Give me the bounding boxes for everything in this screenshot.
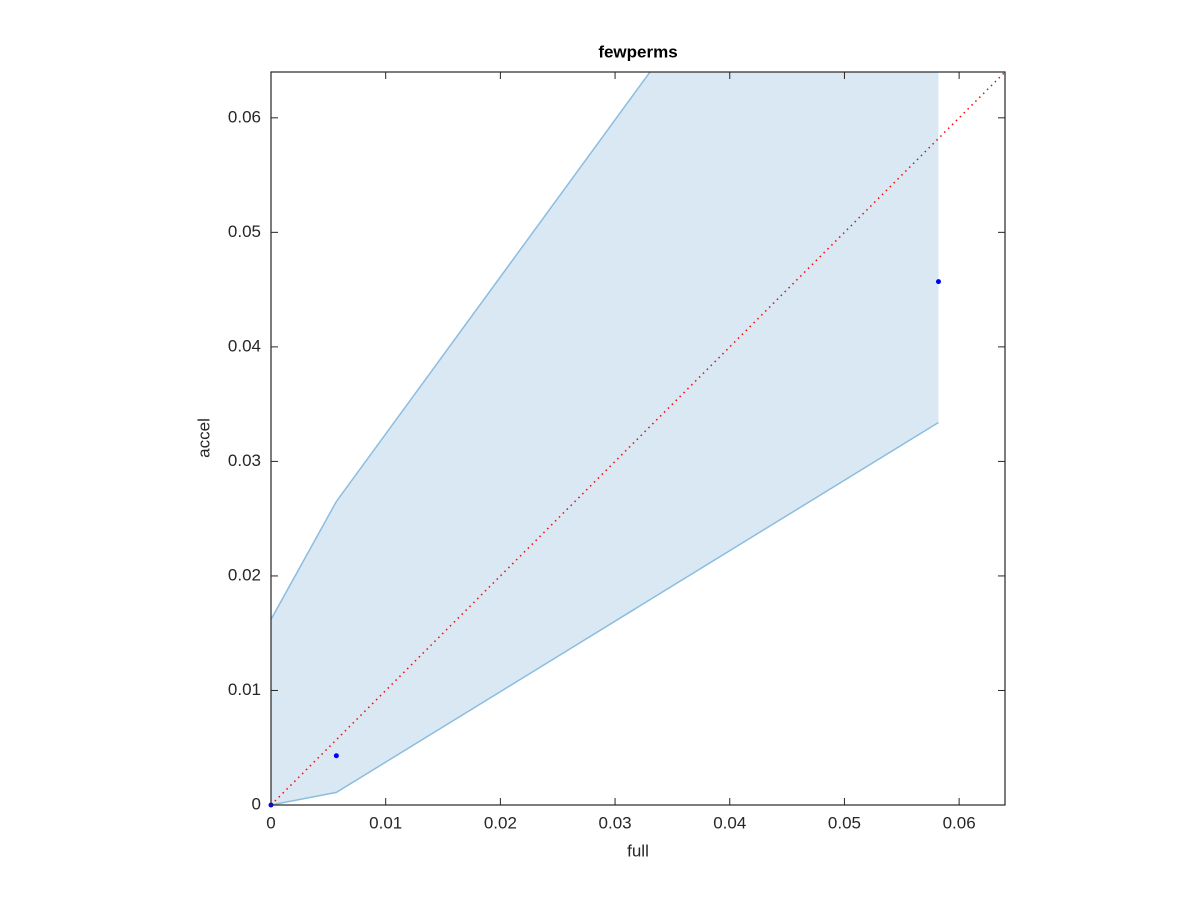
y-tick-label: 0.03 xyxy=(228,451,261,470)
x-tick-label: 0 xyxy=(266,813,275,832)
y-tick-label: 0.02 xyxy=(228,565,261,584)
x-tick-label: 0.04 xyxy=(713,813,746,832)
x-tick-label: 0.03 xyxy=(599,813,632,832)
band-upper-edge xyxy=(271,72,651,620)
data-point xyxy=(333,753,339,759)
y-axis-label: accel xyxy=(194,418,213,458)
y-tick-label: 0.05 xyxy=(228,222,261,241)
chart-title: fewperms xyxy=(598,42,677,61)
y-tick-label: 0 xyxy=(252,794,261,813)
y-tick-label: 0.04 xyxy=(228,336,261,355)
band-lower-edge xyxy=(271,421,939,805)
confidence-band xyxy=(271,72,939,805)
x-tick-label: 0.01 xyxy=(369,813,402,832)
axes-box xyxy=(270,71,1006,806)
y-tick-label: 0.01 xyxy=(228,680,261,699)
y-tick-label: 0.06 xyxy=(228,107,261,126)
reference-line xyxy=(271,72,1005,805)
plot-area xyxy=(271,72,1005,805)
x-tick-label: 0.02 xyxy=(484,813,517,832)
data-point xyxy=(935,279,941,285)
x-axis-label: full xyxy=(627,841,649,860)
x-tick-label: 0.06 xyxy=(943,813,976,832)
x-tick-label: 0.05 xyxy=(828,813,861,832)
